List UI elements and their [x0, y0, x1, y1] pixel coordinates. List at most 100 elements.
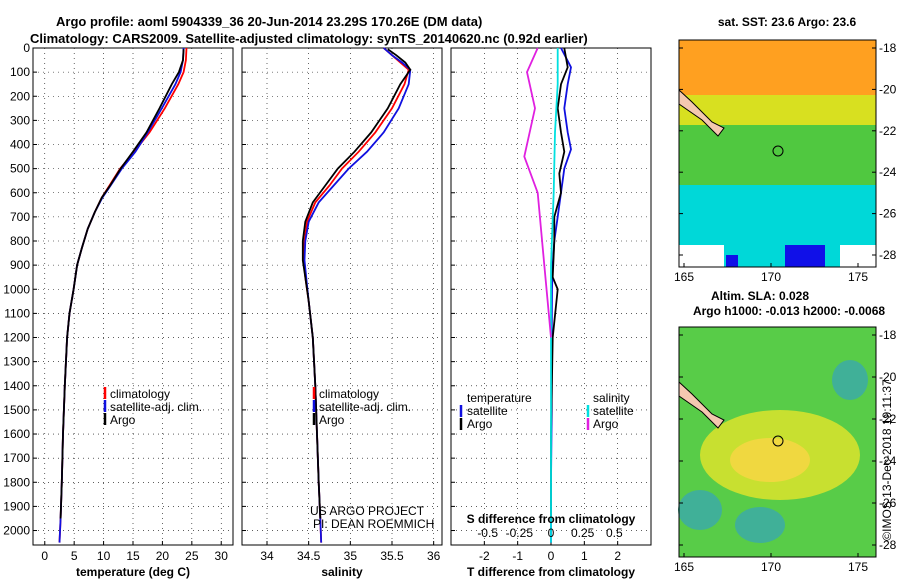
- xtick-label: 1: [581, 549, 588, 563]
- ytick-label: 100: [10, 65, 30, 79]
- sla-map-lon-label: 175: [848, 560, 868, 574]
- salinity-panel-xlabel: salinity: [321, 565, 363, 579]
- ytick-label: 1600: [3, 427, 30, 441]
- sst-map-marker: [772, 145, 784, 157]
- xtick-label: 2: [614, 549, 621, 563]
- ytick-label: 1500: [3, 403, 30, 417]
- xtick-label: 35.5: [380, 549, 404, 563]
- ytick-label: 900: [10, 258, 30, 272]
- sla-map-lat-label: -24: [879, 454, 897, 468]
- temperature-panel-xlabel: temperature (deg C): [76, 565, 190, 579]
- legend-label: Argo: [319, 413, 345, 427]
- xtick-label: 10: [97, 549, 111, 563]
- figure-title-line1: Argo profile: aoml 5904339_36 20-Jun-201…: [56, 14, 483, 29]
- legend-title-salinity: salinity: [593, 391, 630, 405]
- series-s-satellite: [550, 48, 559, 543]
- sla-map-lat-label: -18: [879, 328, 897, 342]
- sst-map-lon-label: 175: [848, 270, 868, 284]
- sla-map-title2: Argo h1000: -0.013 h2000: -0.0068: [693, 304, 885, 318]
- sla-map-lon-label: 165: [674, 560, 694, 574]
- ytick-label: 1800: [3, 475, 30, 489]
- series-t-argo: [550, 47, 569, 519]
- annotation-line2: PI: DEAN ROEMMICH: [313, 517, 434, 531]
- stick-label: 0: [548, 526, 555, 540]
- series-s-argo: [523, 47, 552, 338]
- ytick-label: 700: [10, 210, 30, 224]
- xtick-label: 5: [71, 549, 78, 563]
- temperature-panel-frame: [32, 47, 234, 546]
- ytick-label: 2000: [3, 524, 30, 538]
- sla-map-lat-label: -20: [879, 370, 897, 384]
- sst-map-lon-label: 165: [674, 270, 694, 284]
- stick-label: -0.5: [477, 526, 498, 540]
- salinity-panel-frame: [241, 47, 443, 546]
- figure-title-line2: Climatology: CARS2009. Satellite-adjuste…: [30, 31, 588, 46]
- sst-map-lat-label: -22: [879, 124, 897, 138]
- ytick-label: 1900: [3, 499, 30, 513]
- stick-label: -0.25: [506, 526, 534, 540]
- legend-label: climatology: [110, 387, 170, 401]
- legend-label: satellite: [467, 404, 508, 418]
- xtick-label: 34: [260, 549, 274, 563]
- ytick-label: 1000: [3, 282, 30, 296]
- sst-map: sat. SST: 23.6 Argo: 23.6: [678, 15, 877, 268]
- legend-title-temperature: temperature: [467, 391, 532, 405]
- sst-map-title: sat. SST: 23.6 Argo: 23.6: [718, 15, 857, 29]
- ytick-label: 1400: [3, 379, 30, 393]
- ytick-label: 300: [10, 113, 30, 127]
- annotation-line1: US ARGO PROJECT: [310, 504, 425, 518]
- difference-panel-xlabel: T difference from climatology: [467, 565, 635, 579]
- xtick-label: 30: [215, 549, 229, 563]
- xtick-label: 20: [156, 549, 170, 563]
- legend-label: Argo: [467, 417, 493, 431]
- stick-label: 0.5: [606, 526, 623, 540]
- xtick-label: 25: [185, 549, 199, 563]
- legend-label: Argo: [110, 413, 136, 427]
- ytick-label: 400: [10, 138, 30, 152]
- series-argo: [301, 48, 412, 519]
- sla-map-lat-label: -28: [879, 538, 897, 552]
- sla-map: Altim. SLA: 0.028 Argo h1000: -0.013 h20…: [678, 289, 885, 558]
- copyright-label: ©IMOS 13-Dec-2018 19:11:37: [880, 379, 894, 541]
- sla-map-lat-label: -22: [879, 412, 897, 426]
- sst-map-lat-label: -24: [879, 165, 897, 179]
- legend-label: Argo: [593, 417, 619, 431]
- sla-map-title1: Altim. SLA: 0.028: [711, 289, 809, 303]
- legend-label: satellite-adj. clim.: [110, 400, 202, 414]
- ytick-label: 1100: [4, 306, 30, 320]
- sst-map-lat-label: -20: [879, 82, 897, 96]
- sla-map-marker: [772, 435, 784, 447]
- ytick-label: 200: [10, 89, 30, 103]
- difference-panel-xlabel2: S difference from climatology: [467, 512, 636, 526]
- sst-map-lat-label: -28: [879, 248, 897, 262]
- sla-map-lat-label: -26: [879, 496, 897, 510]
- sla-map-lon-label: 170: [761, 560, 781, 574]
- xtick-label: 36: [427, 549, 441, 563]
- xtick-label: 34.5: [297, 549, 321, 563]
- series-argo: [59, 49, 185, 519]
- difference-panel: -2 -1 0 1 2 T difference from climatology -0.5…: [450, 47, 652, 579]
- ytick-label: 1300: [3, 355, 30, 369]
- xtick-label: -2: [479, 549, 490, 563]
- xtick-label: -1: [512, 549, 523, 563]
- xtick-label: 35: [344, 549, 358, 563]
- salinity-panel: 34 34.5 35 35.5 36 salinity climatologysatelli…: [241, 47, 443, 579]
- sst-map-lon-label: 170: [761, 270, 781, 284]
- legend-label: satellite: [593, 404, 634, 418]
- ytick-label: 1200: [3, 331, 30, 345]
- ytick-label: 500: [10, 162, 30, 176]
- sst-map-lat-label: -18: [879, 41, 897, 55]
- temperature-panel: 0100200300400500600700800900100011001200…: [3, 41, 234, 579]
- ytick-label: 600: [10, 186, 30, 200]
- xtick-label: 15: [126, 549, 140, 563]
- ytick-label: 0: [23, 41, 30, 55]
- xtick-label: 0: [41, 549, 48, 563]
- stick-label: 0.25: [571, 526, 595, 540]
- sst-map-lat-label: -26: [879, 207, 897, 221]
- legend-label: satellite-adj. clim.: [319, 400, 411, 414]
- ytick-label: 800: [10, 234, 30, 248]
- legend-label: climatology: [319, 387, 379, 401]
- ytick-label: 1700: [3, 451, 30, 465]
- xtick-label: 0: [548, 549, 555, 563]
